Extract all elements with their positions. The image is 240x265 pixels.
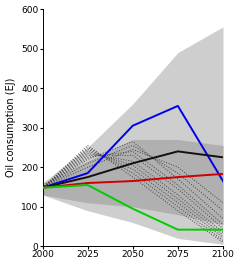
Y-axis label: Oil consumption (EJ): Oil consumption (EJ)	[6, 78, 16, 177]
